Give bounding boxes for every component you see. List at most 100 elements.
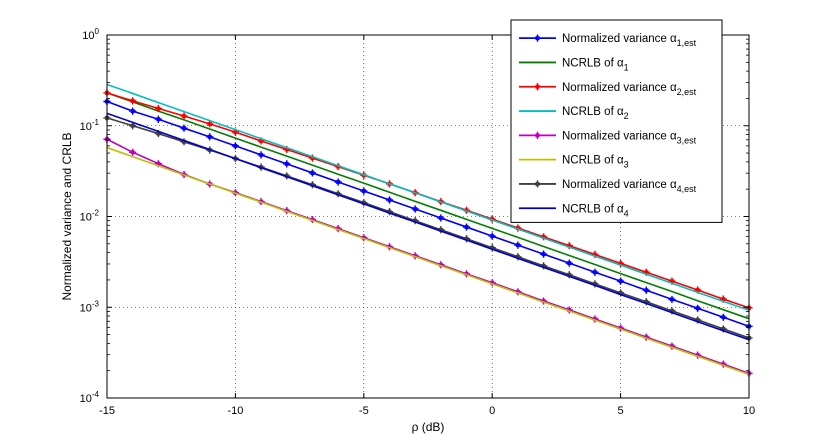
legend-label: Normalized variance α3,est xyxy=(562,130,697,145)
data-point-center xyxy=(259,139,263,143)
data-point-center xyxy=(156,131,160,136)
data-point-center xyxy=(619,279,623,283)
y-tick-base: 10 xyxy=(80,302,92,314)
y-tick-base: 10 xyxy=(80,393,92,405)
data-point-center xyxy=(310,171,315,175)
data-point-center xyxy=(131,109,135,113)
series-4 xyxy=(106,83,750,312)
x-tick-label: -10 xyxy=(227,405,243,417)
series-8-line xyxy=(106,112,750,341)
legend-marker-center xyxy=(535,182,540,186)
data-point-center xyxy=(387,198,392,202)
x-axis-label: ρ (dB) xyxy=(412,420,445,434)
y-tick-label: 100 xyxy=(82,27,99,42)
series-1-line xyxy=(106,100,750,328)
legend-entry-6: NCRLB of α3 xyxy=(519,155,629,170)
series-4-line xyxy=(106,83,750,312)
data-point-center xyxy=(644,288,648,292)
data-point-center xyxy=(721,297,725,301)
y-tick-label: 10-1 xyxy=(80,118,100,133)
data-point-center xyxy=(516,243,520,247)
data-point-center xyxy=(721,315,725,319)
legend-label-subscript: 3,est xyxy=(677,135,697,145)
legend-label: NCRLB of α3 xyxy=(562,155,629,170)
data-point-center xyxy=(696,288,700,292)
data-point-center xyxy=(233,144,237,148)
legend-entry-8: NCRLB of α4 xyxy=(519,203,629,218)
y-tick-base: 10 xyxy=(80,212,92,224)
legend-label: Normalized variance α1,est xyxy=(562,33,697,48)
y-tick-base: 10 xyxy=(82,30,94,42)
legend-label-main: Normalized variance α xyxy=(562,130,677,142)
legend-label-subscript: 2,est xyxy=(677,87,697,97)
legend-entry-7: Normalized variance α4,est xyxy=(519,179,697,194)
data-point-center xyxy=(696,306,700,310)
legend-label-main: Normalized variance α xyxy=(562,82,677,94)
legend-entry-5: Normalized variance α3,est xyxy=(519,130,697,145)
data-point-center xyxy=(233,130,237,134)
y-axis-label: Normalized variance and CRLB xyxy=(60,132,74,300)
legend-marker-center xyxy=(535,133,540,137)
legend-label-subscript: 3 xyxy=(624,160,629,170)
data-point-center xyxy=(182,126,186,130)
data-point-center xyxy=(541,252,546,256)
legend-entry-3: Normalized variance α2,est xyxy=(519,82,697,97)
y-tick-exponent: -4 xyxy=(92,390,100,399)
data-point-center xyxy=(182,114,186,118)
data-point-center xyxy=(131,124,135,128)
legend-entry-2: NCRLB of α1 xyxy=(519,57,629,72)
data-point-center xyxy=(670,279,674,283)
legend-label-subscript: 1 xyxy=(624,62,629,72)
data-point-center xyxy=(208,122,212,126)
x-tick-label: 0 xyxy=(489,405,495,417)
legend-label-main: Normalized variance α xyxy=(562,179,677,191)
data-point-center xyxy=(644,270,648,274)
legend-entry-4: NCRLB of α2 xyxy=(519,106,629,121)
y-tick-exponent: -3 xyxy=(92,299,100,308)
legend-label: NCRLB of α2 xyxy=(562,106,629,121)
data-point-center xyxy=(413,207,417,211)
legend-label-main: NCRLB of α xyxy=(562,155,624,167)
data-point-center xyxy=(285,162,289,166)
legend-label: Normalized variance α4,est xyxy=(562,179,697,194)
legend-entry-1: Normalized variance α1,est xyxy=(519,33,697,48)
data-point-center xyxy=(336,180,340,184)
data-point-center xyxy=(259,153,263,157)
y-tick-exponent: -1 xyxy=(92,118,100,127)
legend-label-subscript: 1,est xyxy=(677,38,697,48)
series-6-line xyxy=(106,146,750,376)
data-point-center xyxy=(156,117,160,121)
x-tick-label: 5 xyxy=(618,405,624,417)
legend-label: NCRLB of α4 xyxy=(562,203,629,218)
x-tick-label: -5 xyxy=(359,405,369,417)
legend-box xyxy=(510,19,723,223)
legend-label-main: NCRLB of α xyxy=(562,57,624,69)
data-point-center xyxy=(670,297,674,302)
y-tick-exponent: -2 xyxy=(92,209,100,218)
series-2-line xyxy=(106,92,750,320)
data-point-center xyxy=(362,189,366,193)
legend-label-subscript: 2 xyxy=(624,111,629,121)
y-tick-exponent: 0 xyxy=(95,27,100,36)
series-6 xyxy=(106,146,750,376)
legend-label: Normalized variance α2,est xyxy=(562,82,697,97)
data-point-center xyxy=(593,270,597,274)
data-point-center xyxy=(464,225,469,229)
series-8 xyxy=(106,112,750,341)
y-tick-base: 10 xyxy=(80,121,92,133)
legend-label-main: NCRLB of α xyxy=(562,106,624,118)
y-tick-label: 10-2 xyxy=(80,209,100,224)
series-2 xyxy=(106,92,750,320)
legend-label-subscript: 4 xyxy=(624,208,629,218)
legend-label-subscript: 4,est xyxy=(677,184,697,194)
y-tick-label: 10-3 xyxy=(80,299,100,314)
data-point-center xyxy=(131,150,135,154)
series-layer xyxy=(103,83,753,377)
legend-label: NCRLB of α1 xyxy=(562,57,629,72)
legend-label-main: NCRLB of α xyxy=(562,203,624,215)
data-point-center xyxy=(131,99,135,103)
data-point-center xyxy=(439,216,443,220)
data-point-center xyxy=(156,106,160,111)
